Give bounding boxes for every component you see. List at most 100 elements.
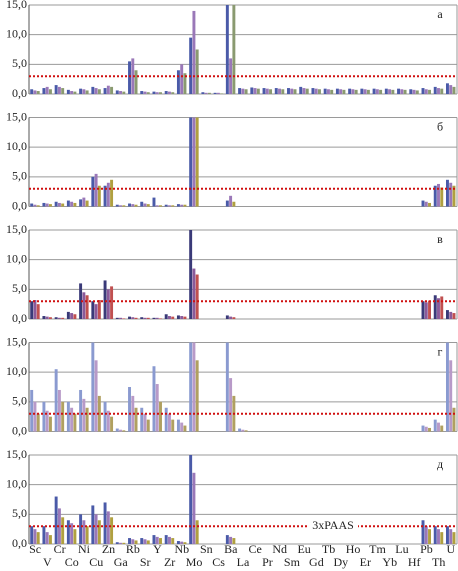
x-tick-label: Cs <box>212 555 225 569</box>
bar <box>110 179 114 207</box>
bar <box>437 88 440 94</box>
bar <box>183 425 187 432</box>
bar <box>82 89 86 94</box>
bar <box>195 520 199 544</box>
bar <box>167 413 171 432</box>
x-tick-label: Cr <box>54 542 66 556</box>
bar <box>437 529 440 544</box>
bar <box>384 88 388 94</box>
bar <box>159 92 162 94</box>
bar <box>180 541 184 544</box>
bar <box>274 88 278 94</box>
bar <box>143 413 147 432</box>
x-tick-label: Nd <box>272 542 287 556</box>
bar <box>57 508 61 544</box>
bar <box>103 280 107 319</box>
bar <box>330 89 334 94</box>
bar <box>262 88 266 94</box>
bar <box>225 342 229 432</box>
bar <box>79 199 83 207</box>
bar <box>189 117 193 207</box>
bar <box>152 91 156 94</box>
bar <box>171 316 175 319</box>
bar <box>189 230 193 319</box>
bar <box>57 202 61 207</box>
bar <box>30 389 34 432</box>
bar <box>421 88 425 94</box>
x-tick-label: Pr <box>262 555 273 569</box>
bar <box>54 85 58 94</box>
bar <box>192 117 196 207</box>
bar <box>30 526 34 544</box>
bar <box>85 526 89 544</box>
bar <box>232 5 236 94</box>
bar <box>82 398 86 432</box>
bar <box>164 407 168 432</box>
bar <box>449 529 453 544</box>
bar <box>122 205 126 207</box>
bar <box>428 89 431 94</box>
bar <box>73 413 77 432</box>
bar <box>342 89 346 94</box>
bar <box>225 535 229 544</box>
bar <box>42 401 46 432</box>
bar <box>440 425 444 432</box>
bar <box>128 61 131 94</box>
bar <box>122 542 126 544</box>
bar <box>323 88 327 94</box>
y-tick-label: 15,0 <box>6 222 27 236</box>
bar <box>183 73 187 94</box>
bar <box>91 505 95 544</box>
y-tick-label: 0,0 <box>12 198 27 212</box>
bar <box>155 384 159 432</box>
x-tick-label: Y <box>153 542 162 556</box>
bar <box>103 401 107 432</box>
bar <box>73 91 77 94</box>
x-tick-label: Cu <box>89 555 103 569</box>
x-tick-label: Ce <box>249 542 262 556</box>
bar <box>61 401 65 432</box>
bar <box>293 89 297 94</box>
bar <box>437 298 440 319</box>
y-tick-label: 15,0 <box>6 334 27 348</box>
bar <box>421 200 425 207</box>
bar <box>433 86 437 94</box>
x-tick-label: Co <box>65 555 79 569</box>
bar <box>250 87 254 94</box>
bar <box>115 317 119 319</box>
bar <box>192 10 196 94</box>
bar <box>97 300 101 319</box>
bar <box>433 419 437 432</box>
bar <box>70 407 74 432</box>
bar <box>195 274 199 319</box>
x-tick-label: V <box>43 555 52 569</box>
bar <box>180 422 184 432</box>
bar <box>106 511 110 544</box>
bar <box>128 203 131 207</box>
bar <box>36 91 40 94</box>
bar <box>54 369 58 432</box>
bar <box>253 88 257 94</box>
bar <box>42 526 46 544</box>
x-tick-label: Zr <box>164 555 175 569</box>
bar <box>176 70 180 94</box>
bar <box>189 37 193 94</box>
bar <box>70 313 74 319</box>
annotation-bg <box>308 520 358 533</box>
bar <box>94 173 98 207</box>
bar <box>445 179 449 207</box>
bar <box>180 316 184 319</box>
panel-label: д <box>437 457 443 471</box>
y-tick-label: 10,0 <box>6 476 27 490</box>
bar <box>140 407 144 432</box>
bar <box>449 182 453 207</box>
bar <box>66 200 70 207</box>
bar <box>91 342 95 432</box>
bar <box>85 407 89 432</box>
bar <box>440 532 444 544</box>
bar <box>30 89 34 94</box>
x-tick-label: Lu <box>395 542 408 556</box>
bar <box>433 295 437 319</box>
bar <box>437 422 440 432</box>
bar <box>265 88 269 94</box>
